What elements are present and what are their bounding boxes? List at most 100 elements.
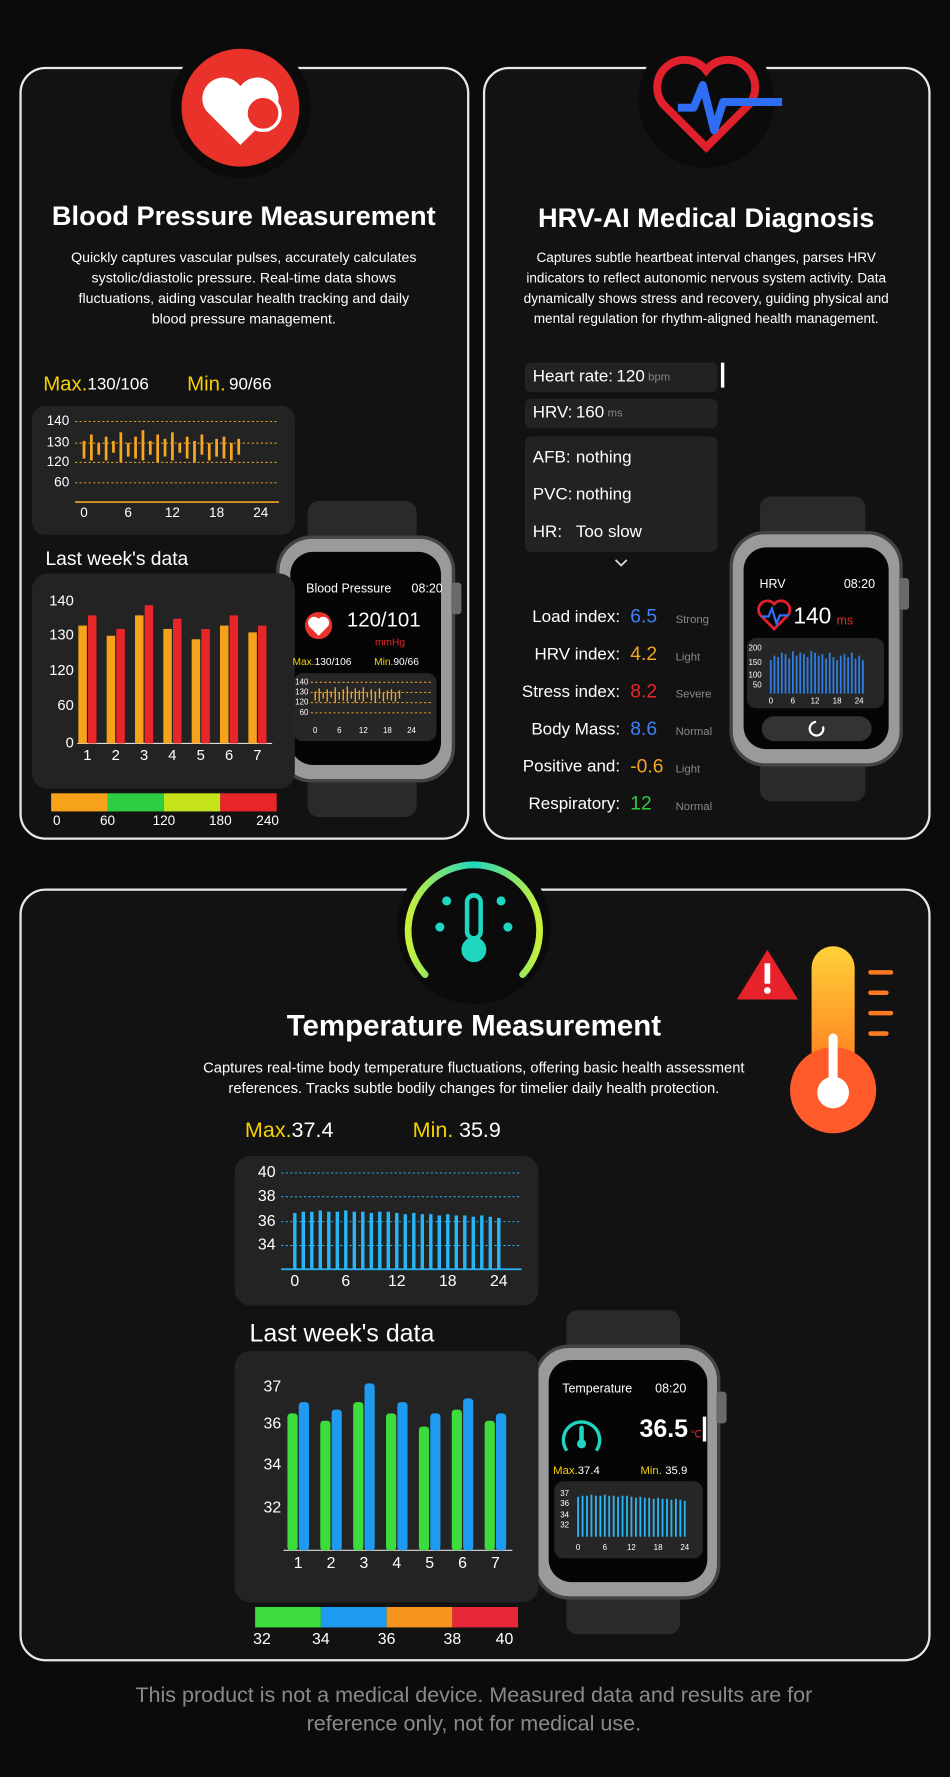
bar <box>836 660 838 694</box>
watch-unit: mmHg <box>375 637 405 648</box>
range-bar <box>207 443 211 461</box>
description: fluctuations, aiding vascular health tra… <box>79 291 410 307</box>
y-tick-label: 0 <box>66 735 74 751</box>
bar <box>674 1498 677 1537</box>
range-bar <box>222 436 226 459</box>
y-tick-label: 130 <box>295 688 309 697</box>
range-bar <box>350 691 352 699</box>
bar <box>429 1214 433 1270</box>
watch-max: Max.37.4 <box>553 1465 600 1477</box>
x-tick-label: 1 <box>83 748 91 764</box>
bar <box>144 605 154 744</box>
bar <box>799 652 802 694</box>
bar <box>817 655 820 694</box>
x-tick-label: 0 <box>53 813 61 828</box>
watch-unit: ℃ <box>690 1429 701 1440</box>
scroll-indicator <box>720 362 725 388</box>
watch-icon <box>561 1420 602 1452</box>
x-tick-label: 12 <box>811 697 820 706</box>
watch-min: Min. 35.9 <box>640 1465 687 1477</box>
range-bar <box>119 432 123 463</box>
range-bar <box>318 688 320 702</box>
x-tick-label: 6 <box>603 1543 608 1552</box>
bar <box>412 1212 416 1270</box>
bar <box>639 1496 642 1537</box>
thermometer-core <box>828 1033 838 1091</box>
bar <box>287 1413 298 1551</box>
text-part: Max. <box>553 1465 578 1477</box>
text-part: 37.4 <box>578 1465 600 1477</box>
bar <box>116 628 125 744</box>
range-bar <box>346 686 348 702</box>
bar <box>361 1211 365 1270</box>
bar <box>791 651 794 694</box>
finding-value: nothing <box>576 447 632 466</box>
bar <box>679 1499 682 1537</box>
range-bar <box>354 688 357 703</box>
x-tick-label: 4 <box>168 748 176 764</box>
bar <box>839 655 842 694</box>
watch-max: Max.130/106 <box>293 657 352 668</box>
watch-icon <box>757 599 792 631</box>
bar <box>777 657 780 694</box>
temp-icon-bulb <box>461 937 487 963</box>
x-tick-label: 24 <box>855 697 864 706</box>
bar <box>463 1398 474 1551</box>
scale-segment <box>220 793 277 812</box>
chart-box <box>31 573 295 789</box>
bar <box>828 652 831 694</box>
range-bar <box>330 691 332 698</box>
bar <box>87 615 97 744</box>
bar <box>784 654 787 694</box>
watch-time: 08:20 <box>655 1382 686 1396</box>
bar <box>603 1494 606 1537</box>
watch-time: 08:20 <box>412 582 443 596</box>
warning-mark <box>764 963 771 984</box>
icon-backdrop <box>396 849 551 1005</box>
x-tick-label: 3 <box>140 748 148 764</box>
y-tick-label: 140 <box>295 677 309 686</box>
bar <box>843 654 846 694</box>
x-tick-label: 180 <box>209 813 232 828</box>
index-label: Body Mass: <box>531 719 620 738</box>
chevron <box>614 559 628 567</box>
x-tick-label: 3 <box>360 1555 369 1572</box>
y-tick-label: 34 <box>264 1457 282 1474</box>
range-bar <box>171 432 174 461</box>
watch-icon-bulb <box>576 1439 587 1449</box>
range-bar <box>378 688 381 699</box>
description: blood pressure management. <box>152 311 336 327</box>
bar <box>135 615 144 744</box>
watch-reading: 120/101 <box>347 609 421 631</box>
range-bar <box>366 692 369 698</box>
x-tick-label: 12 <box>359 726 368 735</box>
y-tick-label: 120 <box>47 454 70 469</box>
refresh-button <box>761 716 872 742</box>
x-tick-label: 6 <box>341 1273 350 1290</box>
y-tick-label: 34 <box>258 1237 276 1254</box>
y-tick-label: 140 <box>49 594 74 610</box>
index-label: HRV index: <box>534 645 620 664</box>
range-bar <box>334 687 336 703</box>
range-bar <box>112 440 115 453</box>
section-title: Blood Pressure Measurement <box>52 200 436 231</box>
bar <box>229 615 239 744</box>
y-tick-label: 200 <box>749 643 763 652</box>
bar <box>420 1214 425 1270</box>
y-tick-label: 32 <box>264 1500 282 1517</box>
description: Captures real-time body temperature fluc… <box>203 1061 744 1077</box>
x-tick-label: 0 <box>769 697 774 706</box>
bp-icon-heart <box>202 77 279 146</box>
temp-icon-dot <box>435 922 445 932</box>
y-tick-label: 40 <box>258 1164 276 1181</box>
bar <box>850 652 853 694</box>
x-tick-label: 0 <box>80 505 88 520</box>
index-status: Normal <box>676 801 713 813</box>
bar <box>617 1496 620 1537</box>
text-part: 120 <box>616 367 644 386</box>
bar <box>854 658 857 694</box>
watch-reading: 140 <box>793 603 831 629</box>
bar <box>310 1211 314 1270</box>
